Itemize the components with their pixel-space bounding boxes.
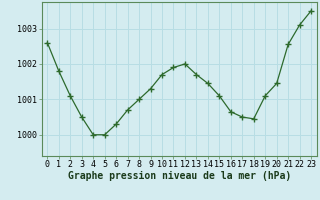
X-axis label: Graphe pression niveau de la mer (hPa): Graphe pression niveau de la mer (hPa) (68, 171, 291, 181)
